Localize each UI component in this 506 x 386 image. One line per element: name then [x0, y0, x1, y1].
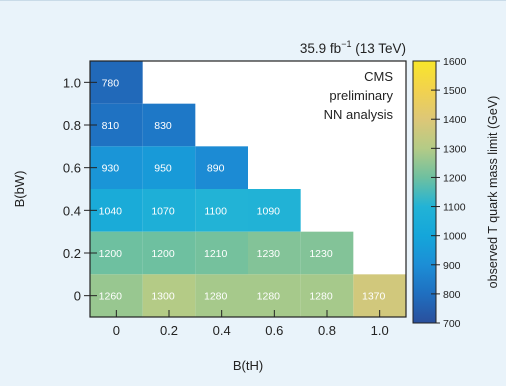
colorbar-tick-label: 1000: [443, 231, 467, 243]
heatmap-cell: [248, 231, 301, 275]
y-tick-label: 0.2: [63, 246, 81, 261]
x-axis-label: B(tH): [233, 358, 263, 373]
cell-value-label: 1300: [151, 291, 175, 303]
colorbar-tick-label: 800: [443, 289, 461, 301]
colorbar-tick-label: 900: [443, 260, 461, 272]
cell-value-label: 1230: [309, 248, 333, 260]
heatmap-cell: [142, 274, 196, 317]
heatmap-cell: [248, 274, 301, 317]
x-tick-label: 0.6: [265, 323, 283, 338]
x-tick-label: 0.8: [318, 323, 336, 338]
cell-value-label: 1280: [257, 291, 281, 303]
heatmap-cell: [300, 274, 354, 317]
colorbar-ticks: 700 800 900 1000 1100 1200 1300 1400 1500 1600: [431, 56, 467, 330]
annotation-line-2: preliminary: [329, 88, 393, 103]
y-axis-label: B(bW): [12, 171, 27, 208]
colorbar-tick-label: 1300: [443, 143, 467, 155]
heatmap-cell: [142, 189, 196, 232]
x-tick-label: 0: [113, 323, 120, 338]
y-tick-label: 1.0: [63, 75, 81, 90]
colorbar-label: observed T quark mass limit (GeV): [486, 96, 500, 289]
cell-value-label: 930: [102, 163, 120, 175]
cell-value-label: 810: [102, 120, 120, 132]
cell-value-label: 1200: [99, 248, 123, 260]
heatmap-cell: [195, 274, 248, 317]
colorbar-tick-label: 1600: [443, 56, 467, 68]
heatmap-cell: [90, 189, 143, 232]
cell-value-label: 830: [154, 120, 172, 132]
heatmap-cell: [90, 103, 143, 147]
cell-value-label: 1280: [309, 291, 333, 303]
cell-value-label: 950: [154, 163, 172, 175]
annotation-line-3: NN analysis: [324, 107, 394, 122]
x-tick-label: 1.0: [371, 323, 389, 338]
heatmap-cell: [90, 146, 143, 189]
cell-value-label: 1260: [99, 291, 123, 303]
y-axis: 0 0.2 0.4 0.6 0.8 1.0: [63, 75, 97, 304]
plot-frame: [89, 60, 407, 318]
cell-value-label: 1070: [151, 205, 175, 217]
x-tick-label: 0.4: [213, 323, 231, 338]
x-tick-label: 0.2: [160, 323, 178, 338]
colorbar-tick-label: 1500: [443, 85, 467, 97]
heatmap-cells: 780 810 830 930 950 890 1040 1070 1100 1090 1200 12…: [90, 61, 406, 317]
y-tick-label: 0.8: [63, 118, 81, 133]
heatmap-cell: [142, 146, 196, 189]
cell-value-label: 1230: [257, 248, 281, 260]
cell-value-label: 1090: [257, 205, 281, 217]
cms-annotation: CMS preliminary NN analysis: [324, 69, 394, 122]
colorbar: [412, 60, 437, 324]
heatmap-cell: [195, 146, 248, 189]
heatmap-cell: [248, 189, 301, 232]
cell-value-label: 780: [102, 77, 120, 89]
heatmap-cell: [142, 231, 196, 275]
colorbar-tick-label: 700: [443, 318, 461, 330]
cell-value-label: 1040: [99, 205, 123, 217]
y-tick-label: 0: [74, 289, 81, 304]
cell-value-label: 1370: [362, 291, 386, 303]
heatmap-cell: [353, 274, 406, 317]
heatmap-cell: [300, 231, 354, 275]
heatmap-cell: [90, 231, 143, 275]
heatmap-cell: [90, 274, 143, 317]
cell-value-label: 1200: [151, 248, 175, 260]
colorbar-tick-label: 1100: [443, 202, 466, 214]
chart-title: 35.9 fb−1 (13 TeV): [300, 39, 406, 56]
y-tick-label: 0.6: [63, 161, 81, 176]
x-axis: 0 0.2 0.4 0.6 0.8 1.0: [113, 310, 389, 338]
heatmap-cell: [142, 103, 196, 147]
annotation-line-1: CMS: [364, 69, 393, 84]
y-tick-label: 0.4: [63, 203, 81, 218]
cell-value-label: 1210: [204, 248, 228, 260]
colorbar-tick-label: 1400: [443, 114, 467, 126]
colorbar-tick-label: 1200: [443, 172, 467, 184]
cell-value-label: 890: [207, 163, 225, 175]
cell-value-label: 1280: [204, 291, 228, 303]
heatmap-cell: [195, 189, 248, 232]
heatmap-cell: [195, 231, 248, 275]
cell-value-label: 1100: [204, 205, 227, 217]
heatmap-cell: [90, 61, 143, 104]
